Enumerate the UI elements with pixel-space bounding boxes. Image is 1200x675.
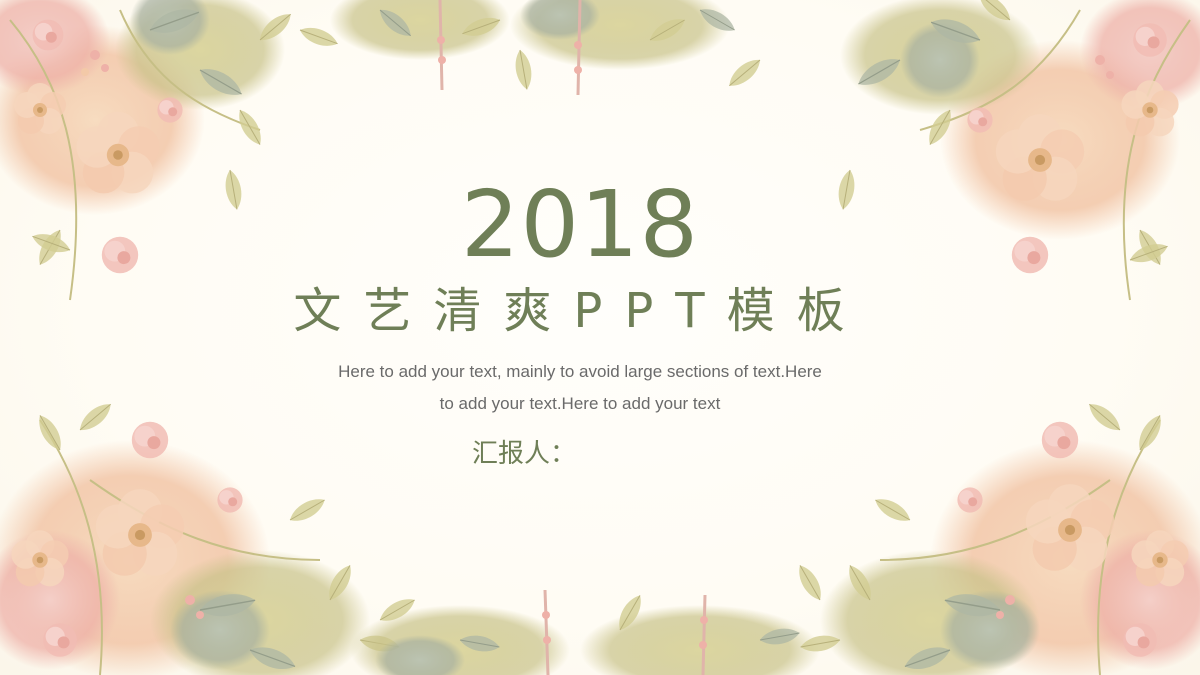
- slide-description: Here to add your text, mainly to avoid l…: [300, 356, 860, 420]
- reporter-label: 汇报人：: [472, 439, 577, 469]
- description-line-1: Here to add your text, mainly to avoid l…: [338, 362, 822, 381]
- slide-year: 2018: [460, 171, 700, 278]
- slide-title: 文艺清爽PPT模板: [293, 283, 867, 339]
- description-line-2: to add your text.Here to add your text: [439, 394, 721, 413]
